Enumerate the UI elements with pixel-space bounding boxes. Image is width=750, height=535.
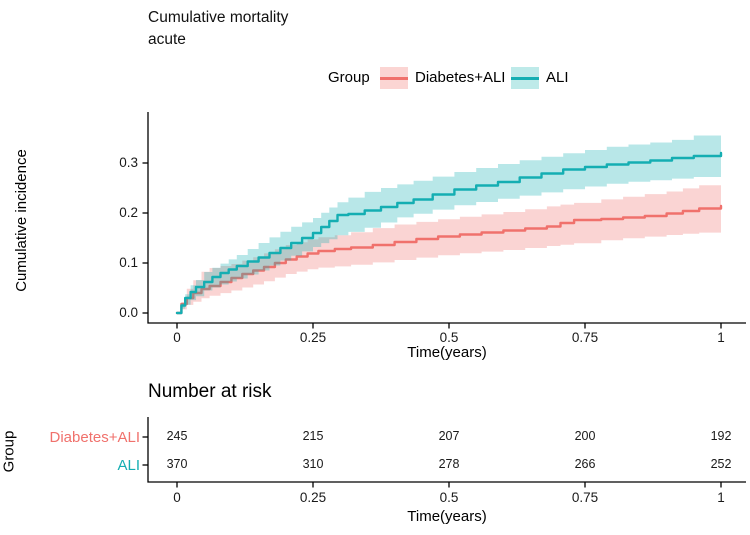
- risk-row-label-ali: ALI: [117, 457, 140, 474]
- chart-title-line2: acute: [148, 31, 186, 48]
- risk-value-ali: 310: [302, 457, 324, 471]
- risk-value-ali: 278: [438, 457, 460, 471]
- risk-table-axis-title: Group: [0, 430, 18, 472]
- x-tick-label: 0.25: [299, 330, 327, 345]
- diabetes-ali-confidence-band: [177, 181, 721, 313]
- legend-title: Group: [328, 69, 370, 86]
- risk-value-diabetes-ali: 192: [710, 429, 732, 443]
- x-axis-title: Time(years): [407, 344, 487, 361]
- risk-value-diabetes-ali: 215: [302, 429, 324, 443]
- x-tick-label: 1: [717, 330, 725, 345]
- risk-value-diabetes-ali: 207: [438, 429, 460, 443]
- x-tick-label: 0: [173, 330, 181, 345]
- y-tick-label: 0.3: [119, 155, 138, 170]
- legend-label-diabetes-ali: Diabetes+ALI: [415, 69, 506, 86]
- risk-value-diabetes-ali: 245: [166, 429, 188, 443]
- ali-confidence-band: [177, 130, 721, 313]
- risk-table-title: Number at risk: [148, 381, 272, 402]
- risk-value-ali: 266: [574, 457, 596, 471]
- risk-table-x-tick-label: 1: [717, 490, 725, 505]
- legend-label-ali: ALI: [546, 69, 569, 86]
- ali-curve: [175, 151, 723, 315]
- risk-value-ali: 252: [710, 457, 732, 471]
- chart-title-line1: Cumulative mortality: [148, 9, 289, 26]
- risk-table-x-tick-label: 0: [173, 490, 181, 505]
- x-tick-label: 0.75: [571, 330, 599, 345]
- main-plot-axes: [147, 112, 746, 324]
- legend: Group Diabetes+ALI ALI: [0, 66, 750, 90]
- legend-line-swatch-diabetes-ali: [380, 76, 408, 80]
- risk-value-diabetes-ali: 200: [574, 429, 596, 443]
- risk-table-x-axis-title: Time(years): [407, 508, 487, 525]
- risk-table-x-tick-label: 0.75: [571, 490, 599, 505]
- y-tick-label: 0.1: [119, 255, 138, 270]
- y-tick-label: 0.0: [119, 305, 138, 320]
- risk-table-x-tick-label: 0.25: [299, 490, 327, 505]
- legend-key-ali: [511, 67, 539, 89]
- risk-value-ali: 370: [166, 457, 188, 471]
- risk-row-label-diabetes-ali: Diabetes+ALI: [49, 429, 140, 446]
- y-tick-label: 0.2: [119, 205, 138, 220]
- y-axis-title: Cumulative incidence: [12, 148, 30, 292]
- diabetes-ali-curve: [175, 204, 723, 315]
- x-tick-label: 0.5: [439, 330, 459, 345]
- risk-table-axes: [147, 417, 746, 483]
- legend-line-swatch-ali: [511, 76, 539, 80]
- risk-table-x-tick-label: 0.5: [439, 490, 459, 505]
- legend-key-diabetes-ali: [380, 67, 408, 89]
